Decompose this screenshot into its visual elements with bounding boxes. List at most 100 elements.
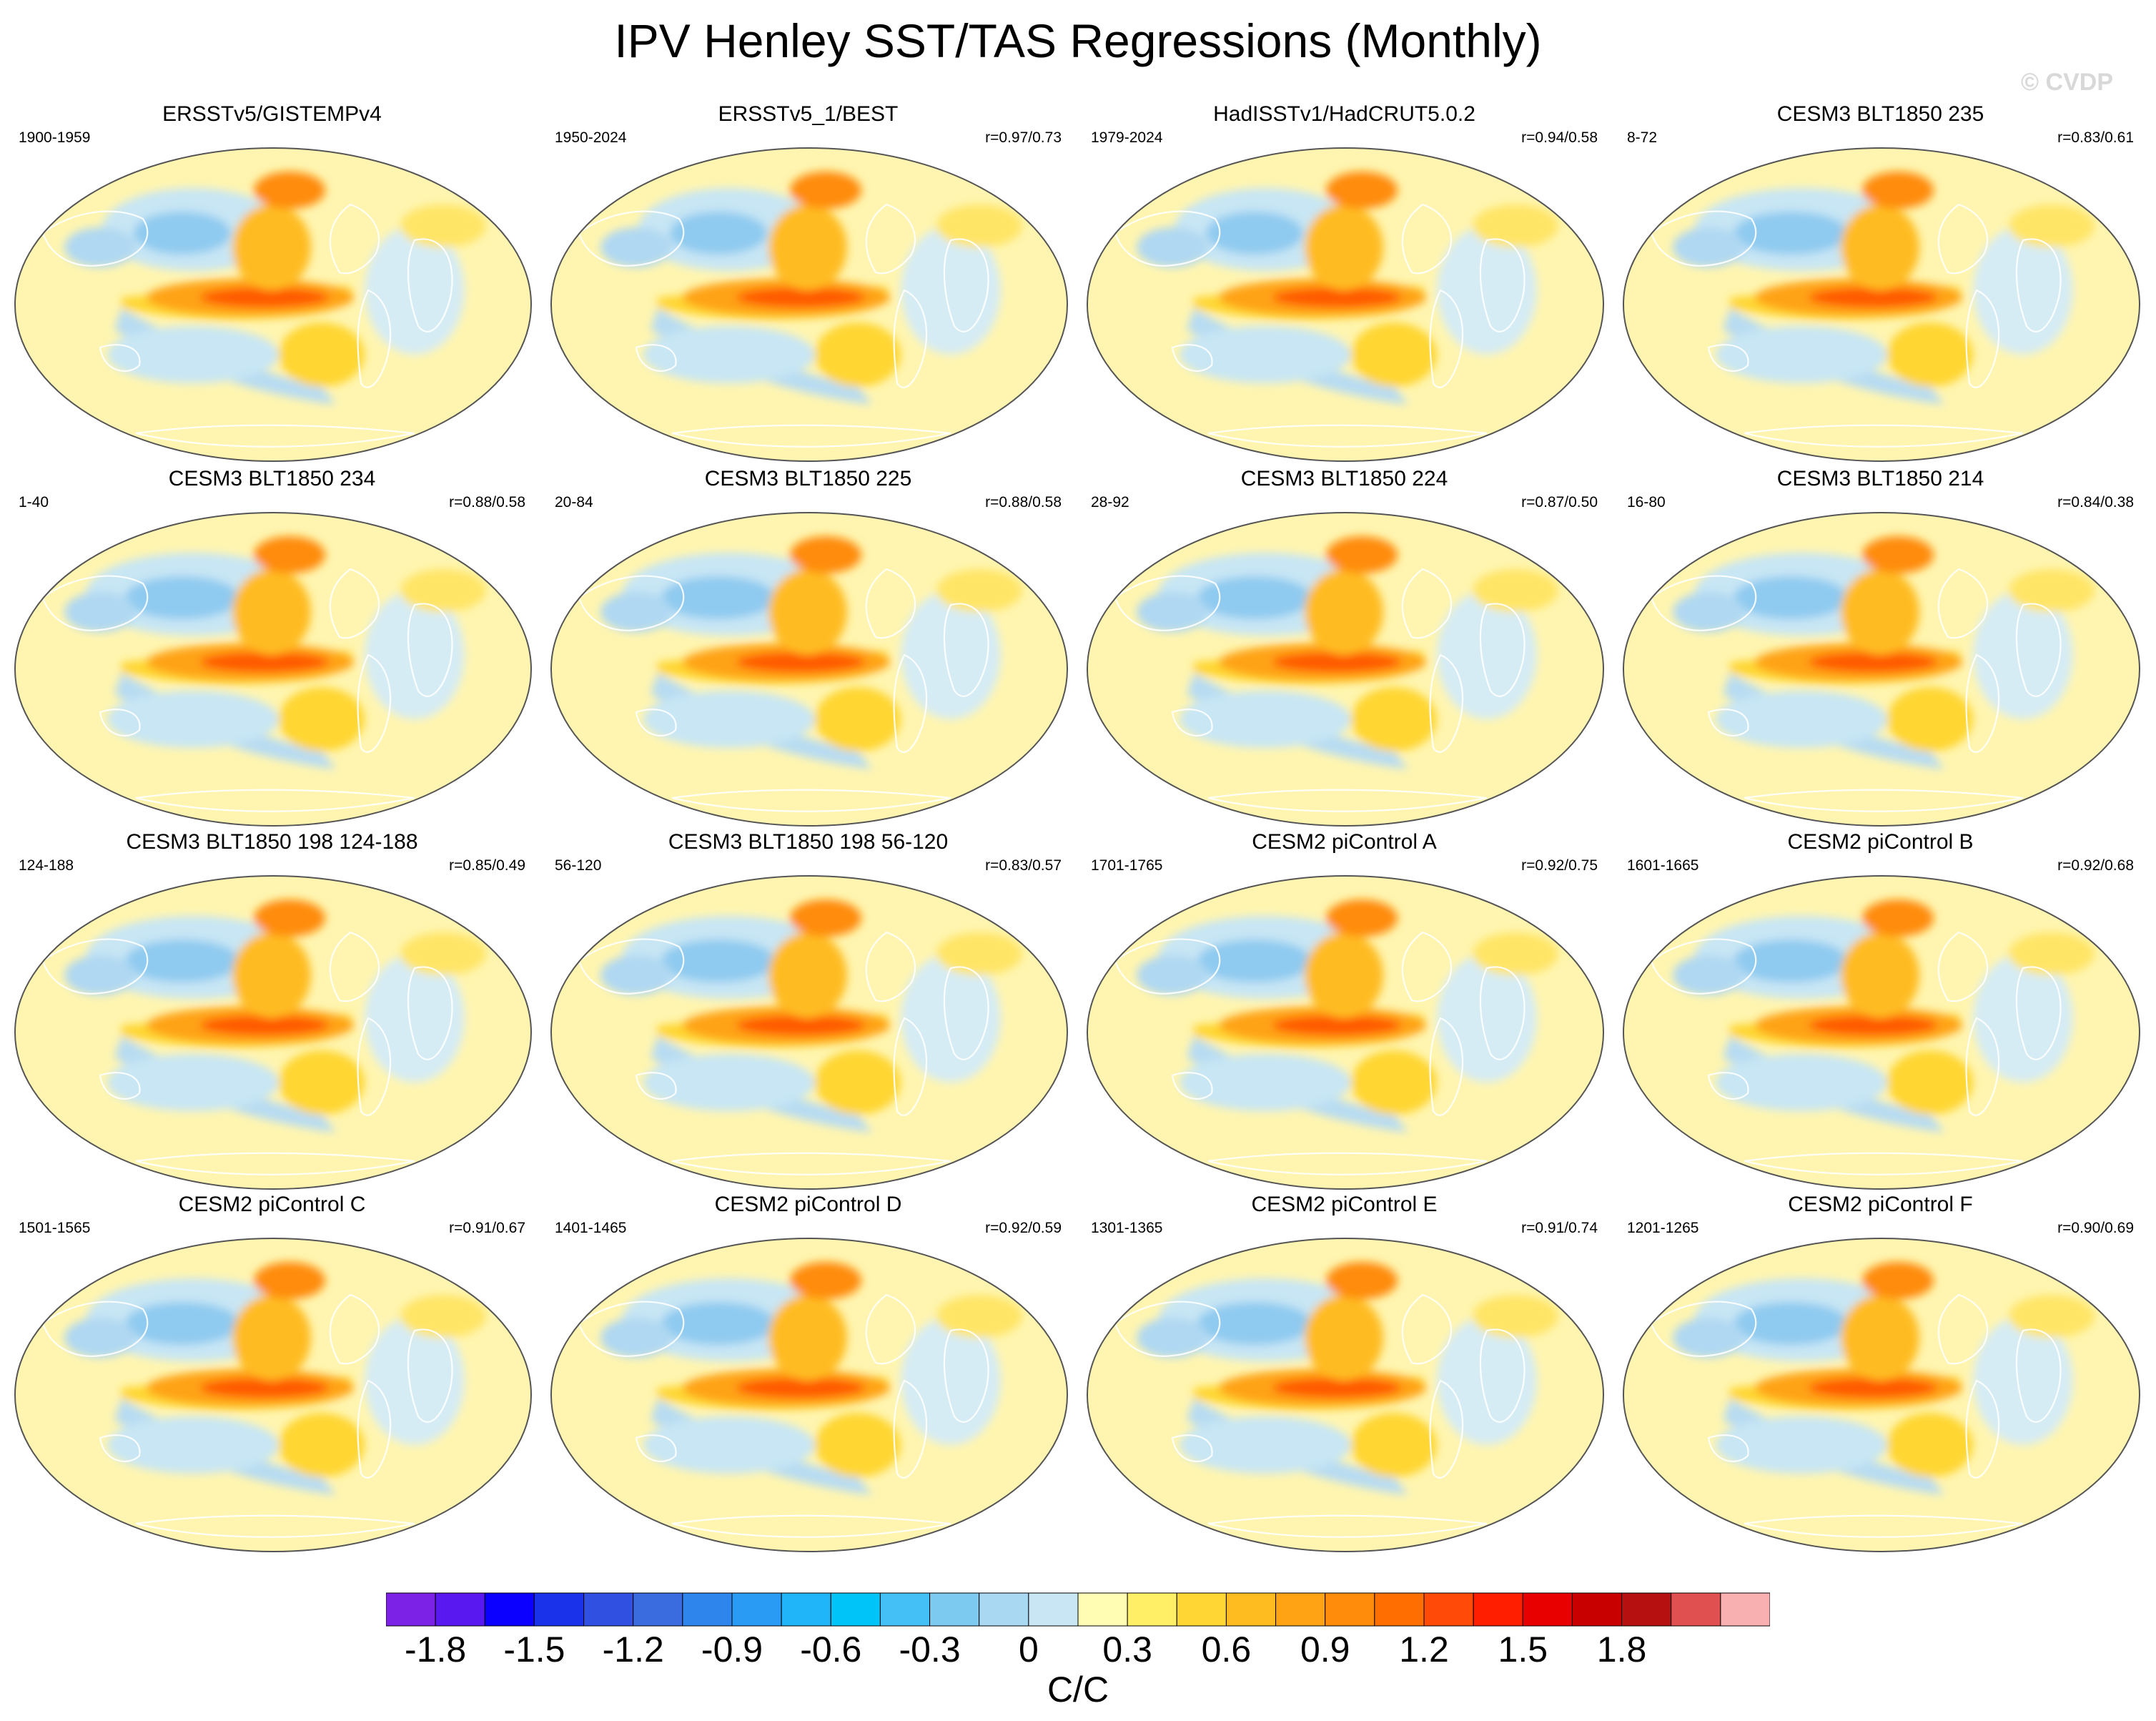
regression-map bbox=[14, 147, 532, 462]
warm-region bbox=[936, 569, 1022, 612]
panel-title: CESM2 piControl C bbox=[178, 1193, 366, 1216]
colorbar-box bbox=[1127, 1592, 1177, 1627]
cool-region bbox=[643, 326, 815, 383]
regression-map bbox=[14, 875, 532, 1190]
warm-region bbox=[254, 536, 325, 573]
panel-period: 56-120 bbox=[555, 857, 602, 874]
cool-region bbox=[1673, 1318, 1744, 1358]
coastlines bbox=[1114, 931, 1525, 1175]
panel-title: CESM3 BLT1850 198 124-188 bbox=[126, 830, 418, 854]
warm-core bbox=[1809, 652, 1937, 672]
warm-region bbox=[815, 1050, 901, 1115]
panel-title: CESM3 BLT1850 224 bbox=[1240, 467, 1448, 490]
panel-correlation: r=0.88/0.58 bbox=[449, 494, 525, 511]
warm-region bbox=[232, 204, 311, 290]
map-border bbox=[14, 1238, 532, 1552]
warm-region bbox=[254, 172, 325, 209]
warm-region bbox=[1862, 536, 1934, 573]
cool-core bbox=[1734, 1302, 1848, 1345]
panel-title: CESM3 BLT1850 225 bbox=[704, 467, 912, 490]
warm-region bbox=[815, 687, 901, 751]
panel-title: CESM3 BLT1850 214 bbox=[1776, 467, 1984, 490]
watermark: © CVDP bbox=[2021, 69, 2113, 96]
colorbar-box bbox=[1176, 1592, 1227, 1627]
colorbar-box bbox=[484, 1592, 535, 1627]
warm-region bbox=[936, 1295, 1022, 1338]
warm-core bbox=[1809, 1378, 1937, 1398]
warm-region bbox=[2009, 932, 2095, 975]
warm-region bbox=[279, 322, 365, 387]
panel-correlation: r=0.83/0.61 bbox=[2057, 129, 2134, 146]
panel-period: 20-84 bbox=[555, 494, 593, 511]
panel-title: CESM2 piControl F bbox=[1788, 1193, 1973, 1216]
colorbar-box bbox=[633, 1592, 683, 1627]
colorbar-box bbox=[583, 1592, 634, 1627]
cool-core bbox=[125, 940, 239, 982]
warm-core bbox=[1272, 1378, 1401, 1398]
regression-map bbox=[1087, 147, 1604, 462]
cool-band bbox=[651, 673, 872, 769]
panel-title: ERSSTv5/GISTEMPv4 bbox=[162, 102, 382, 126]
warm-region bbox=[768, 204, 847, 290]
map-border bbox=[1623, 147, 2140, 462]
panel-period: 1201-1265 bbox=[1627, 1220, 1699, 1236]
cool-region bbox=[1180, 326, 1351, 383]
warm-core bbox=[200, 652, 329, 672]
coastlines bbox=[578, 203, 989, 448]
colorbar-tick-label: 1.8 bbox=[1596, 1629, 1647, 1670]
cool-region bbox=[1716, 1054, 1887, 1111]
warm-region bbox=[400, 204, 486, 247]
warm-core bbox=[1809, 1015, 1937, 1035]
cool-band bbox=[1723, 1036, 1944, 1133]
warm-region bbox=[2009, 569, 2095, 612]
cool-core bbox=[125, 576, 239, 619]
colorbar-tick-label: -0.6 bbox=[800, 1629, 862, 1670]
cool-region bbox=[600, 955, 672, 995]
warm-core bbox=[1809, 287, 1937, 307]
map-panel: ERSSTv5/GISTEMPv4 1900-1959 bbox=[6, 102, 538, 463]
map-panel: CESM2 piControl F 1201-1265 r=0.90/0.69 bbox=[1614, 1192, 2147, 1554]
cool-region bbox=[1137, 592, 1208, 632]
panel-correlation: r=0.90/0.69 bbox=[2057, 1220, 2134, 1236]
warm-core bbox=[736, 652, 865, 672]
panel-period: 16-80 bbox=[1627, 494, 1666, 511]
warm-region bbox=[1305, 569, 1383, 655]
map-panel: CESM2 piControl A 1701-1765 r=0.92/0.75 bbox=[1078, 829, 1611, 1191]
panel-period: 1-40 bbox=[19, 494, 49, 511]
cool-region bbox=[600, 1318, 672, 1358]
cool-band bbox=[1187, 1399, 1408, 1495]
panel-correlation: r=0.84/0.38 bbox=[2057, 494, 2134, 511]
warm-region bbox=[768, 569, 847, 655]
panel-title: CESM2 piControl B bbox=[1787, 830, 1974, 854]
panel-title: CESM2 piControl A bbox=[1252, 830, 1437, 854]
colorbar-box bbox=[1571, 1592, 1623, 1627]
cool-core bbox=[661, 940, 776, 982]
colorbar-box bbox=[1720, 1592, 1770, 1627]
panel-period: 1301-1365 bbox=[1091, 1220, 1163, 1236]
panel-period: 1950-2024 bbox=[555, 129, 627, 146]
cool-core bbox=[1197, 1302, 1312, 1345]
cool-region bbox=[64, 592, 136, 632]
cool-core bbox=[125, 1302, 239, 1345]
cool-band bbox=[1187, 673, 1408, 769]
warm-region bbox=[790, 172, 861, 209]
panel-correlation: r=0.85/0.49 bbox=[449, 857, 525, 874]
panel-correlation: r=0.92/0.75 bbox=[1521, 857, 1598, 874]
coastlines bbox=[41, 203, 453, 448]
colorbar-box bbox=[781, 1592, 831, 1627]
cool-core bbox=[1734, 940, 1848, 982]
map-border bbox=[1623, 875, 2140, 1190]
cool-region bbox=[1716, 691, 1887, 748]
regression-map bbox=[1087, 512, 1604, 827]
cool-region bbox=[600, 592, 672, 632]
warm-region bbox=[1351, 322, 1437, 387]
regression-map bbox=[1087, 875, 1604, 1190]
cool-region bbox=[64, 227, 136, 267]
warm-core bbox=[1272, 652, 1401, 672]
warm-core bbox=[200, 287, 329, 307]
warm-region bbox=[1473, 932, 1558, 975]
colorbar-units: C/C bbox=[1047, 1670, 1109, 1710]
colorbar-box bbox=[1522, 1592, 1573, 1627]
map-panel: CESM2 piControl D 1401-1465 r=0.92/0.59 bbox=[542, 1192, 1074, 1554]
colorbar-box bbox=[1225, 1592, 1277, 1627]
